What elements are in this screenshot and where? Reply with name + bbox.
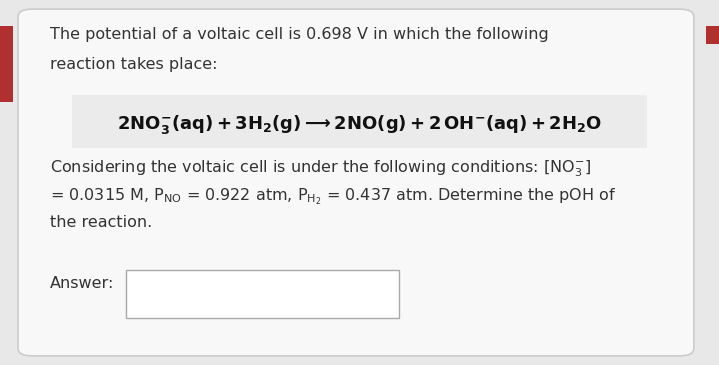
Text: $\mathbf{2NO_3^{-}(aq) + 3H_2(g) \longrightarrow 2NO(g) + 2\,OH^{-}(aq) + 2H_2O}: $\mathbf{2NO_3^{-}(aq) + 3H_2(g) \longri… [117, 112, 602, 136]
Bar [706, 26, 719, 44]
FancyBboxPatch shape [72, 95, 647, 148]
FancyBboxPatch shape [126, 270, 399, 318]
Text: the reaction.: the reaction. [50, 215, 152, 230]
Text: Answer:: Answer: [50, 276, 115, 291]
Bar [0, 26, 13, 102]
Text: reaction takes place:: reaction takes place: [50, 57, 218, 72]
Text: Considering the voltaic cell is under the following conditions: $\mathrm{[NO_3^{: Considering the voltaic cell is under th… [50, 159, 591, 179]
FancyBboxPatch shape [18, 9, 694, 356]
Text: = 0.0315 M, $\mathrm{P_{NO}}$ = 0.922 atm, $\mathrm{P_{H_2}}$ = 0.437 atm. Deter: = 0.0315 M, $\mathrm{P_{NO}}$ = 0.922 at… [50, 187, 617, 207]
Text: The potential of a voltaic cell is 0.698 V in which the following: The potential of a voltaic cell is 0.698… [50, 27, 549, 42]
